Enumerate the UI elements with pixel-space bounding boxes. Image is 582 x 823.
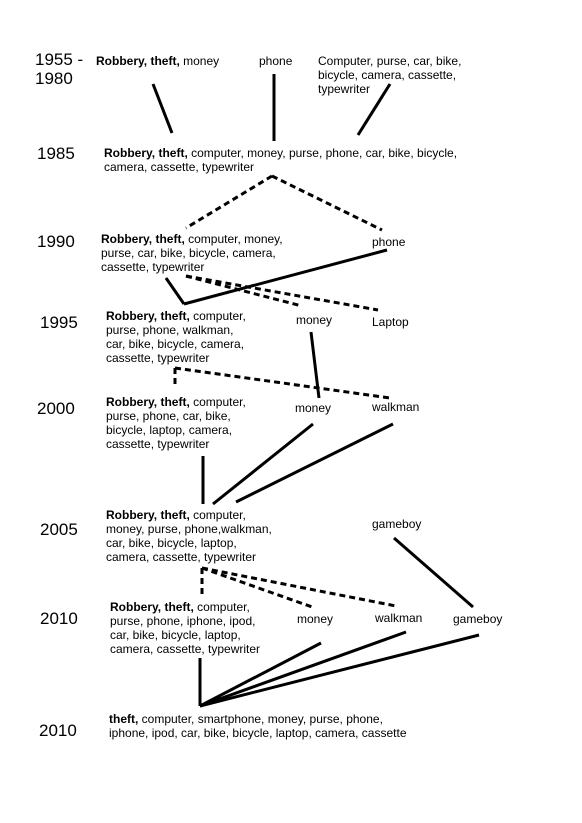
year-label-2005: 2005 (40, 520, 78, 539)
node-2000-money: money (295, 401, 332, 415)
year-label-1995: 1995 (40, 313, 78, 332)
node-2010-second-main: theft, computer, smartphone, money, purs… (109, 712, 407, 740)
link-solid (356, 83, 392, 136)
node-items: computer, money, purse, phone,walkman, c… (106, 508, 272, 564)
link-dashed (185, 274, 303, 308)
year-label-2000: 2000 (37, 399, 75, 418)
node-2010-first-walkman: walkman (375, 611, 423, 625)
link-dashed (201, 566, 397, 608)
node-1955-phone: phone (259, 54, 293, 68)
node-1955-main: Robbery, theft, money (96, 54, 219, 68)
node-bold-label: Robbery, theft, (106, 309, 190, 323)
year-label-1990: 1990 (37, 232, 75, 251)
node-bold-label: Robbery, theft, (106, 508, 190, 522)
link-solid (199, 630, 407, 708)
node-1995-money: money (296, 313, 333, 327)
node-items: computer, money, purse, car, bike, bicyc… (101, 232, 283, 274)
node-1995-laptop: Laptop (372, 315, 409, 329)
node-bold-label: theft, (109, 712, 139, 726)
node-bold-label: Robbery, theft, (104, 146, 188, 160)
year-label-2010-second: 2010 (39, 721, 77, 740)
link-dashed (271, 174, 383, 232)
link-solid (235, 422, 394, 504)
node-items: computer, smartphone, money, purse, phon… (109, 712, 407, 740)
year-label-1955-1980: 1955 - 1980 (35, 50, 84, 88)
node-bold-label: Robbery, theft, (101, 232, 185, 246)
node-2010-first-gameboy: gameboy (453, 612, 503, 626)
node-2000-main: Robbery, theft, computer, purse, phone, … (106, 395, 246, 451)
link-dashed (185, 174, 273, 230)
link-dashed (185, 274, 379, 312)
node-items: money (179, 54, 220, 68)
link-solid (212, 422, 314, 506)
node-items: computer, purse, phone, iphone, ipod, ca… (110, 600, 261, 656)
node-2010-first-money: money (297, 612, 334, 626)
node-items: computer, money, purse, phone, car, bike… (104, 146, 458, 174)
node-1990-main: Robbery, theft, computer, money, purse, … (101, 232, 283, 274)
node-bold-label: Robbery, theft, (96, 54, 180, 68)
node-items: computer, purse, phone, walkman, car, bi… (106, 309, 246, 365)
link-solid (199, 633, 480, 708)
node-bold-label: Robbery, theft, (110, 600, 194, 614)
year-label-2010-first: 2010 (40, 609, 78, 628)
node-1955-items: Computer, purse, car, bike, bicycle, cam… (318, 54, 462, 96)
link-solid (309, 331, 321, 399)
node-1990-phone: phone (372, 235, 406, 249)
node-2005-gameboy: gameboy (372, 517, 422, 531)
node-1995-main: Robbery, theft, computer, purse, phone, … (106, 309, 246, 365)
node-2005-main: Robbery, theft, computer, money, purse, … (106, 508, 272, 564)
link-solid (164, 277, 186, 305)
node-1985-main: Robbery, theft, computer, money, purse, … (104, 146, 457, 174)
link-solid (151, 83, 174, 134)
link-solid (183, 248, 388, 306)
year-label-1985: 1985 (37, 144, 75, 163)
node-bold-label: Robbery, theft, (106, 395, 190, 409)
link-solid (393, 536, 474, 609)
link-solid (199, 641, 322, 708)
node-items: computer, purse, phone, car, bike, bicyc… (106, 395, 246, 451)
link-dashed (174, 366, 391, 400)
node-2010-first-main: Robbery, theft, computer, purse, phone, … (110, 600, 260, 656)
node-2000-walkman: walkman (372, 400, 420, 414)
